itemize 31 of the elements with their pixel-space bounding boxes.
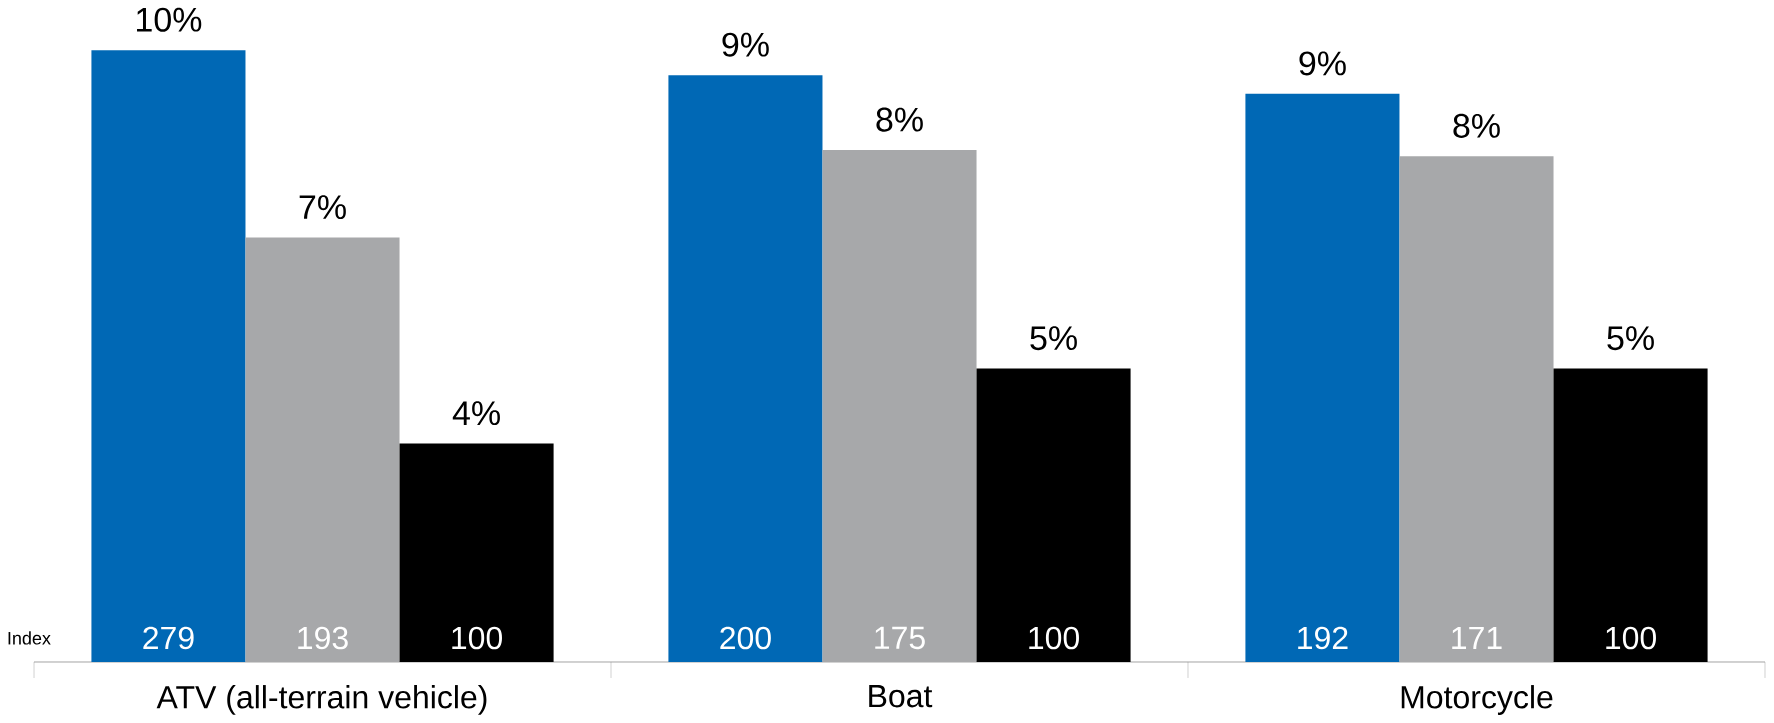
data-label: 4% xyxy=(452,401,500,426)
x-tick-label: Boat xyxy=(869,685,933,708)
data-label: 8% xyxy=(1453,113,1500,138)
data-label: 5% xyxy=(1607,326,1654,351)
bar xyxy=(1553,368,1708,662)
bar xyxy=(668,75,823,662)
annotation: 171 xyxy=(1452,626,1502,649)
annotation: 192 xyxy=(1298,626,1348,650)
bar xyxy=(245,237,400,662)
x-tick-label: ATV (all-terrain vehicle) xyxy=(156,685,487,715)
bar xyxy=(1245,93,1400,662)
annotation: 100 xyxy=(452,626,502,650)
bar xyxy=(399,443,554,662)
annotation: 279 xyxy=(143,626,194,650)
data-label: 9% xyxy=(722,32,769,57)
data-label: 5% xyxy=(1030,326,1077,351)
bar xyxy=(822,150,977,662)
data-label: 10% xyxy=(137,7,202,32)
bar xyxy=(91,50,246,662)
annotation: 100 xyxy=(1029,626,1079,650)
annotation: Index xyxy=(8,631,51,645)
x-tick-label: Motorcycle xyxy=(1401,685,1553,715)
annotation: 175 xyxy=(875,626,925,650)
bar xyxy=(1399,156,1554,662)
data-label: 7% xyxy=(299,195,346,220)
data-label: 9% xyxy=(1299,51,1346,76)
data-label: 8% xyxy=(876,107,923,132)
annotation: 200 xyxy=(720,626,771,650)
annotation: 193 xyxy=(298,626,348,650)
annotation: 100 xyxy=(1606,626,1656,650)
bar xyxy=(976,368,1131,662)
